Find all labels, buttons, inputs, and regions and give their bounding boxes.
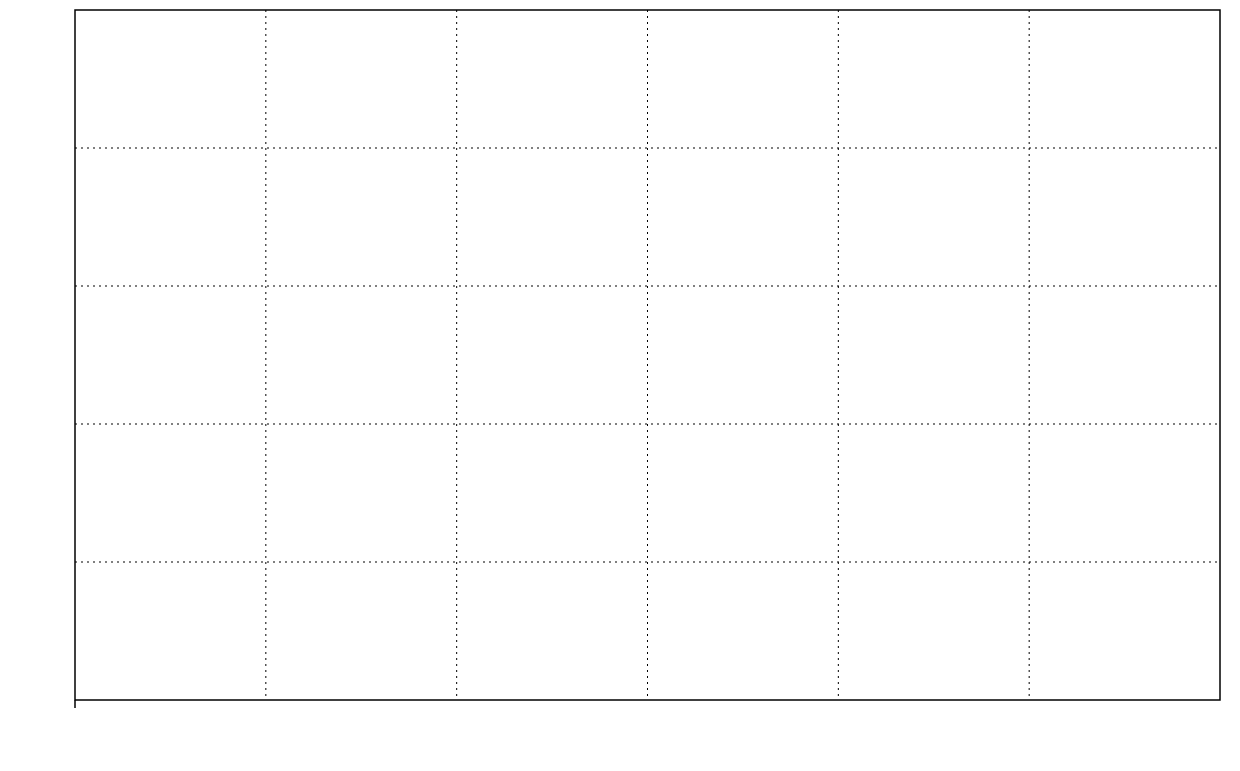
chart-bg — [0, 0, 1240, 771]
figure-root — [0, 0, 1240, 771]
absorption-chart — [0, 0, 1240, 771]
